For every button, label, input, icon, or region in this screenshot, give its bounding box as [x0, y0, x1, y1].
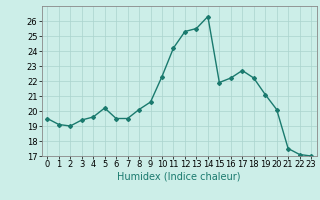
X-axis label: Humidex (Indice chaleur): Humidex (Indice chaleur) [117, 172, 241, 182]
